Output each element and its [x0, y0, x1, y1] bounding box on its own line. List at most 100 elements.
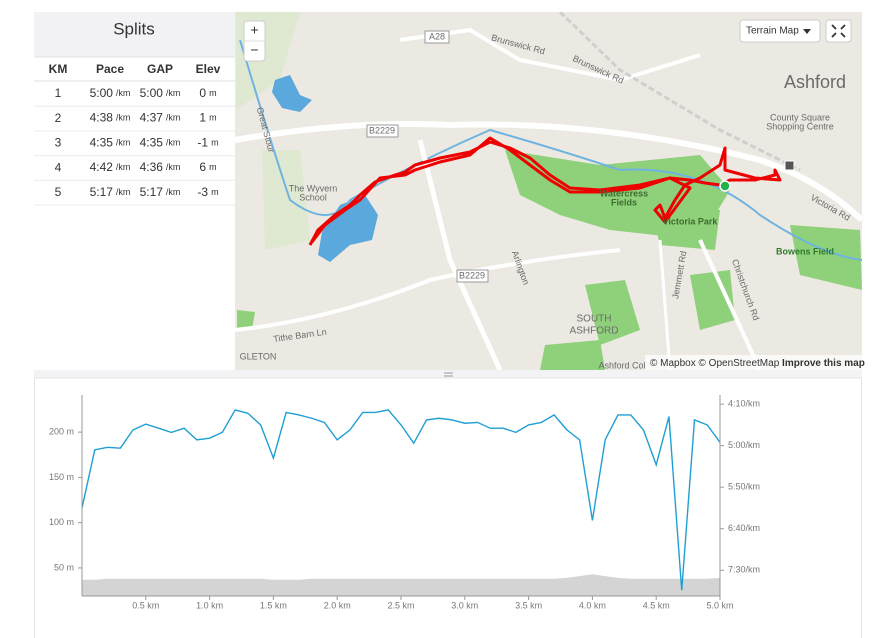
column-header: Pace	[96, 62, 124, 76]
fullscreen-button[interactable]	[825, 19, 852, 43]
map-label: Shopping Centre	[766, 121, 834, 131]
x-tick-label: 0.5 km	[132, 600, 159, 610]
zoom-out[interactable]: −	[250, 42, 258, 58]
improve-map-link[interactable]: Improve this map	[782, 358, 865, 369]
park	[237, 310, 255, 330]
splits-title: Splits	[113, 19, 155, 38]
x-tick-label: 3.0 km	[451, 600, 478, 610]
attribution: © Mapbox © OpenStreetMap Improve this ma…	[650, 358, 865, 369]
unit: /km	[166, 187, 181, 197]
park	[690, 270, 735, 330]
attribution-mapbox[interactable]: © Mapbox	[650, 358, 696, 369]
split-pace: 4:35/km	[90, 136, 131, 150]
road-shield	[366, 124, 399, 138]
map-label: Victoria Park	[663, 216, 719, 226]
road	[698, 239, 762, 370]
split-pace-value: 4:35	[90, 136, 114, 150]
river	[239, 39, 862, 261]
map-label: A28	[429, 31, 445, 41]
map-label: Fields	[611, 197, 637, 207]
elevation-area	[82, 574, 720, 596]
split-elev-value: 6	[199, 160, 206, 174]
attribution-bg	[645, 355, 862, 370]
finish-marker	[784, 160, 795, 171]
map-label: County Square	[770, 112, 830, 122]
unit: /km	[116, 162, 131, 172]
unit: /km	[116, 88, 131, 98]
y2-tick-label: 4:10/km	[728, 399, 760, 409]
y-tick-label: 200 m	[49, 426, 74, 436]
x-tick-label: 3.5 km	[515, 600, 542, 610]
split-elev-value: -1	[197, 136, 208, 150]
column-header: KM	[49, 62, 68, 76]
fullscreen-icon	[831, 24, 846, 38]
unit: /km	[116, 138, 131, 148]
x-tick-label: 2.5 km	[387, 600, 414, 610]
attribution-osm[interactable]: © OpenStreetMap	[699, 358, 780, 369]
x-tick-label: 1.0 km	[196, 600, 223, 610]
split-pace-value: 5:17	[90, 185, 114, 199]
y-tick-label: 50 m	[54, 562, 74, 572]
split-pace: 4:38/km	[90, 111, 131, 125]
unit: /km	[116, 187, 131, 197]
route	[308, 136, 782, 246]
road	[235, 121, 862, 223]
start-marker	[719, 180, 731, 192]
map-label: SOUTH	[577, 314, 612, 325]
park	[540, 340, 605, 370]
zoom-in[interactable]: +	[250, 22, 258, 38]
x-tick-label: 4.5 km	[643, 600, 670, 610]
y2-tick-label: 5:50/km	[728, 482, 760, 492]
map-label: B2229	[459, 270, 485, 280]
column-header: GAP	[147, 62, 173, 76]
lake	[318, 195, 378, 262]
split-km: 5	[55, 185, 62, 199]
park	[262, 150, 310, 250]
split-gap-value: 5:17	[140, 185, 164, 199]
split-elev-value: 0	[199, 86, 206, 100]
chart: 0.5 km 1.0 km 1.5 km 2.0 km 2.5 km 3.0 km 3.5 …	[49, 395, 760, 610]
x-tick-label: 4.0 km	[579, 600, 606, 610]
map-label: B2229	[369, 125, 395, 135]
unit: m	[211, 187, 219, 197]
split-km: 2	[55, 111, 62, 125]
unit: m	[209, 113, 217, 123]
map-style-button[interactable]	[739, 19, 821, 43]
dropdown-caret	[803, 29, 811, 34]
unit: /km	[166, 138, 181, 148]
split-pace: 4:42/km	[90, 160, 131, 174]
unit: /km	[116, 113, 131, 123]
split-gap: 4:36/km	[140, 160, 181, 174]
map-label: Ashford	[784, 72, 846, 92]
unit: /km	[166, 113, 181, 123]
lake	[272, 75, 312, 112]
split-gap: 4:37/km	[140, 111, 181, 125]
chart-frame	[34, 377, 862, 638]
resize-bar[interactable]	[34, 370, 862, 378]
split-km: 3	[55, 136, 62, 150]
road	[235, 248, 621, 332]
y2-tick-label: 5:00/km	[728, 440, 760, 450]
unit: m	[211, 138, 219, 148]
x-tick-label: 1.5 km	[260, 600, 287, 610]
split-gap: 5:00/km	[140, 86, 181, 100]
map-label: Watercress	[600, 188, 648, 198]
map-label: Bowens Field	[776, 246, 834, 256]
x-tick-label: 5.0 km	[706, 600, 733, 610]
unit: m	[209, 162, 217, 172]
split-gap-value: 4:37	[140, 111, 164, 125]
park	[585, 280, 640, 345]
column-header: Elev	[196, 62, 221, 76]
pace-line	[81, 409, 721, 591]
splits-header-bg	[34, 12, 235, 57]
split-pace-value: 4:42	[90, 160, 114, 174]
split-pace-value: 4:38	[90, 111, 114, 125]
split-elev-value: -3	[197, 185, 208, 199]
unit: /km	[166, 88, 181, 98]
